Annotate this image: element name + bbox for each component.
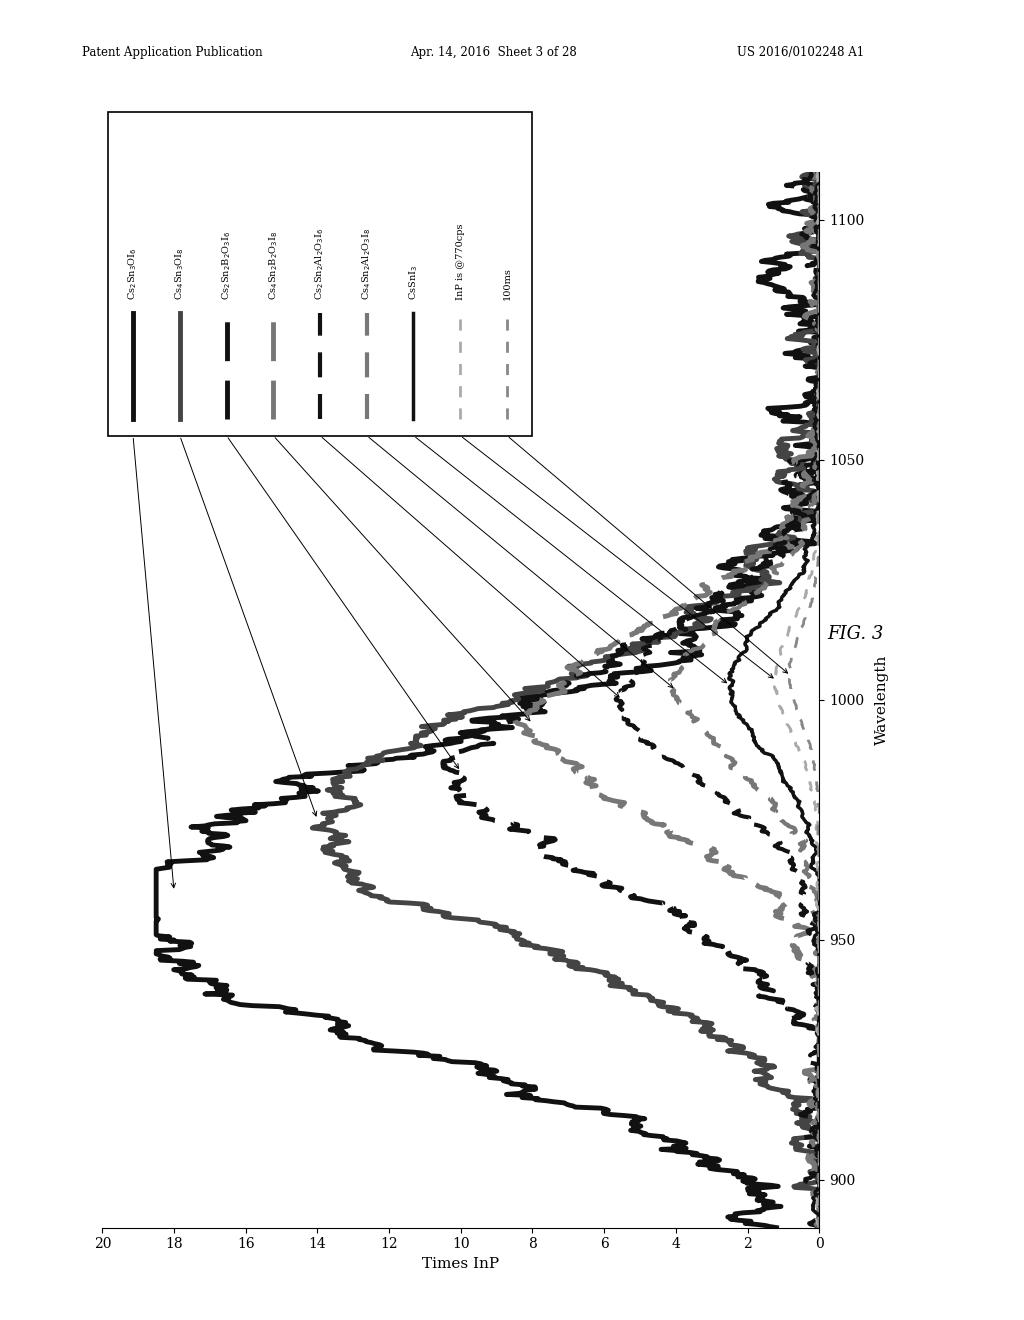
Text: CsSnI$_3$: CsSnI$_3$ [408,264,420,300]
Text: Cs$_4$Sn$_2$B$_2$O$_3$I$_8$: Cs$_4$Sn$_2$B$_2$O$_3$I$_8$ [267,231,280,300]
Text: Cs$_2$Sn$_2$Al$_2$O$_3$I$_6$: Cs$_2$Sn$_2$Al$_2$O$_3$I$_6$ [313,227,327,300]
Text: Cs$_2$Sn$_2$B$_2$O$_3$I$_6$: Cs$_2$Sn$_2$B$_2$O$_3$I$_6$ [220,231,232,300]
Text: Patent Application Publication: Patent Application Publication [82,46,262,59]
Text: FIG. 3: FIG. 3 [826,624,884,643]
Text: 100ms: 100ms [503,267,511,300]
Text: InP is @770cps: InP is @770cps [456,223,465,300]
Text: Cs$_4$Sn$_3$OI$_8$: Cs$_4$Sn$_3$OI$_8$ [173,247,186,300]
Text: US 2016/0102248 A1: US 2016/0102248 A1 [737,46,864,59]
Text: Cs$_2$Sn$_3$OI$_6$: Cs$_2$Sn$_3$OI$_6$ [127,247,139,300]
Text: Cs$_4$Sn$_2$Al$_2$O$_3$I$_8$: Cs$_4$Sn$_2$Al$_2$O$_3$I$_8$ [360,227,373,300]
Text: Apr. 14, 2016  Sheet 3 of 28: Apr. 14, 2016 Sheet 3 of 28 [410,46,577,59]
Y-axis label: Wavelength: Wavelength [876,655,889,744]
X-axis label: Times InP: Times InP [422,1257,500,1271]
